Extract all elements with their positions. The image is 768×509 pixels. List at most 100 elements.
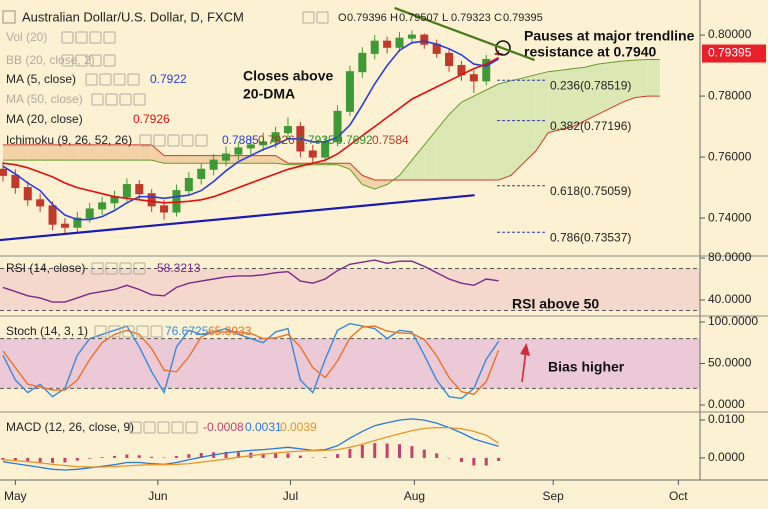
- cloud-segment: [461, 96, 474, 180]
- indicator-line: [2, 322, 500, 400]
- candle-body: [271, 132, 280, 143]
- indicator-icon: [61, 54, 74, 67]
- histogram-bar: [484, 457, 488, 466]
- x-tick-label: May: [4, 489, 27, 503]
- histogram-bar: [199, 453, 203, 458]
- histogram-bar: [348, 448, 352, 458]
- candle-body: [246, 144, 255, 149]
- ohlc-label: H: [390, 12, 398, 24]
- candle-body: [160, 205, 169, 213]
- cloud-segment: [89, 144, 103, 161]
- arrow: [521, 349, 527, 383]
- cloud-segment: [77, 144, 90, 161]
- histogram-bar: [447, 457, 451, 459]
- cloud-segment: [362, 175, 375, 190]
- indicator-icon: [61, 31, 74, 44]
- cloud-segment: [102, 144, 115, 161]
- indicator-icon: [133, 93, 146, 106]
- price-tag-label: 0.79395: [708, 46, 752, 60]
- histogram-bar: [373, 443, 377, 458]
- ohlc-value: 0.79396: [347, 12, 387, 24]
- candle-body: [358, 52, 367, 73]
- indicator-line: [3, 59, 660, 190]
- legend-value: 0.7935: [298, 133, 335, 147]
- cloud-segment: [263, 155, 276, 164]
- cloud-segment: [498, 80, 511, 180]
- cloud-segment: [424, 129, 437, 180]
- histogram-bar: [398, 444, 402, 458]
- candle-body: [345, 71, 354, 112]
- candle-body: [482, 58, 491, 82]
- candle-body: [184, 177, 193, 192]
- fib-label: 0.786(0.73537): [550, 230, 631, 244]
- indicator-line: [2, 56, 499, 204]
- price-tag: [702, 44, 766, 63]
- indicator-icon: [133, 262, 146, 275]
- legend-value: 0.0039: [280, 420, 317, 434]
- indicator-icon: [89, 31, 102, 44]
- cloud-segment: [139, 144, 152, 161]
- histogram-bar: [51, 457, 55, 463]
- cloud-segment: [126, 144, 140, 161]
- indicator-icon: [75, 54, 88, 67]
- indicator-name: MA (5, close): [6, 72, 76, 86]
- indicator-icon: [136, 325, 149, 338]
- cloud-segment: [560, 68, 573, 130]
- cloud-segment: [597, 62, 611, 115]
- candle-body: [48, 205, 57, 225]
- candle-body: [0, 168, 7, 176]
- indicator-icon: [195, 134, 208, 147]
- y-tick-label: 0.80000: [708, 27, 752, 41]
- indicator-icon: [108, 325, 121, 338]
- candle-body: [259, 141, 268, 146]
- histogram-bar: [274, 453, 278, 458]
- indicator-icon: [91, 262, 104, 275]
- annotation: resistance at 0.7940: [524, 44, 657, 60]
- histogram-bar: [472, 457, 476, 466]
- indicator-icon: [122, 325, 135, 338]
- x-tick-label: Oct: [669, 489, 688, 503]
- cloud-segment: [399, 160, 412, 180]
- indicator-icon: [127, 73, 140, 86]
- indicator-icon: [103, 54, 116, 67]
- histogram-bar: [410, 446, 414, 458]
- cloud-segment: [511, 77, 524, 176]
- legend-value: 0.7885: [222, 133, 259, 147]
- indicator-icon: [185, 421, 198, 434]
- histogram-bar: [497, 457, 501, 461]
- cloud-segment: [610, 61, 623, 109]
- arrow-head: [520, 343, 530, 356]
- indicator-line: [3, 95, 660, 181]
- panel-label: MACD (12, 26, close, 9): [6, 420, 134, 434]
- indicator-icon: [302, 11, 315, 24]
- x-tick-label: Aug: [404, 489, 425, 503]
- candle-body: [122, 184, 131, 198]
- histogram-bar: [174, 456, 178, 458]
- legend-value: 0.0031: [245, 420, 282, 434]
- candle-body: [407, 34, 416, 39]
- trendline: [394, 6, 535, 62]
- candle-body: [370, 40, 379, 54]
- cloud-segment: [3, 144, 16, 161]
- histogram-bar: [162, 457, 166, 459]
- indicator-icon: [91, 93, 104, 106]
- candle-body: [11, 174, 20, 189]
- legend-value: 76.6725: [165, 324, 209, 338]
- indicator-icon: [153, 134, 166, 147]
- y-tick-label: 0.0100: [708, 412, 745, 426]
- indicator-icon: [157, 421, 170, 434]
- indicator-name: Ichimoku (9, 26, 52, 26): [6, 133, 132, 147]
- histogram-bar: [435, 453, 439, 458]
- cloud-segment: [535, 71, 549, 151]
- y-tick-label: 100.0000: [708, 314, 758, 328]
- indicator-icon: [75, 31, 88, 44]
- cloud-segment: [486, 83, 499, 180]
- legend-value: 0.7922: [150, 72, 187, 86]
- indicator-icon: [99, 73, 112, 86]
- histogram-bar: [125, 454, 129, 458]
- indicator-icon: [129, 421, 142, 434]
- histogram-bar: [63, 457, 67, 463]
- candle-body: [333, 110, 342, 143]
- chart-title: Australian Dollar/U.S. Dollar, D, FXCM: [22, 9, 244, 24]
